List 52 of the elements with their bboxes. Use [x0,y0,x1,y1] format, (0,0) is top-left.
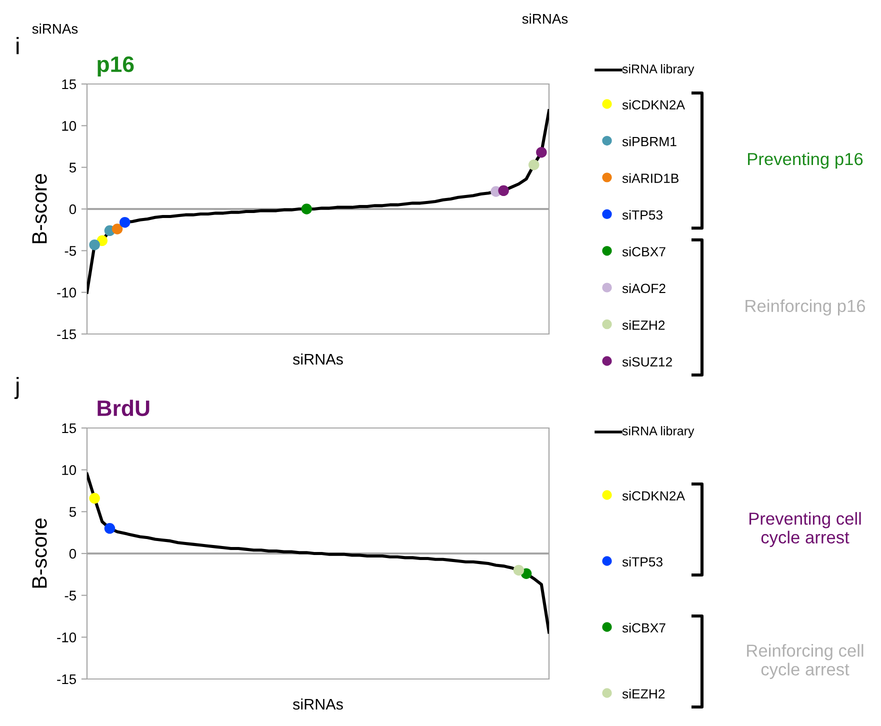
legend-label: siPBRM1 [622,136,676,146]
legend-label: siARID1B [622,173,678,183]
legend-label: siEZH2 [622,688,665,699]
y-tick-label: 10 [62,465,76,476]
point [89,239,100,250]
point [498,185,509,196]
y-axis-title: B-score [32,174,47,244]
text: Reinforcing cell cycle arrest [747,644,864,679]
y-tick-label: 5 [69,507,76,517]
y-tick-label: 10 [62,121,76,131]
x-axis-title: siRNAs [292,698,343,710]
point [513,564,524,576]
y-tick-label: 0 [69,204,76,214]
y-tick-label: -15 [57,674,76,684]
point [104,523,116,534]
legend-label: siAOF2 [622,283,666,294]
chart-title: BrdU [98,400,150,416]
point [536,146,547,158]
text: j [14,376,19,400]
legend-label: siCDKN2A [622,490,686,501]
legend-label: siCDKN2A [622,100,686,110]
text: i [16,36,19,54]
point [528,159,540,170]
y-tick-label: 15 [62,423,76,434]
legend-label: siEZH2 [622,320,665,330]
chart-title: p16 [98,56,134,76]
legend-label: siCBX7 [622,246,666,256]
text: Preventing p16 [748,152,863,169]
y-tick-label: -10 [57,288,76,298]
legend-label: siRNA library [622,64,694,76]
text: siRNAs [522,14,568,24]
y-tick-label: -10 [57,632,76,642]
x-axis-title: siRNAs [292,353,343,365]
legend-label: siTP53 [622,556,662,567]
y-axis-title: B-score [32,518,47,588]
point [119,216,130,228]
y-tick-label: 0 [69,548,76,559]
legend-label: siTP53 [622,210,662,220]
point [112,224,123,234]
y-tick-label: -5 [64,246,76,256]
y-tick-label: 5 [69,162,76,173]
y-tick-label: -5 [64,590,76,601]
text: siRNAs [32,24,78,34]
legend-label: siCBX7 [622,622,666,633]
y-tick-label: -15 [57,329,76,340]
text: Reinforcing p16 [746,299,866,316]
legend-label: siSUZ12 [622,356,672,367]
y-tick-label: 15 [62,79,76,90]
legend-label: siRNA library [622,426,694,438]
point [89,492,100,504]
text: Preventing cell cycle arrest [749,512,861,547]
point [301,204,312,214]
